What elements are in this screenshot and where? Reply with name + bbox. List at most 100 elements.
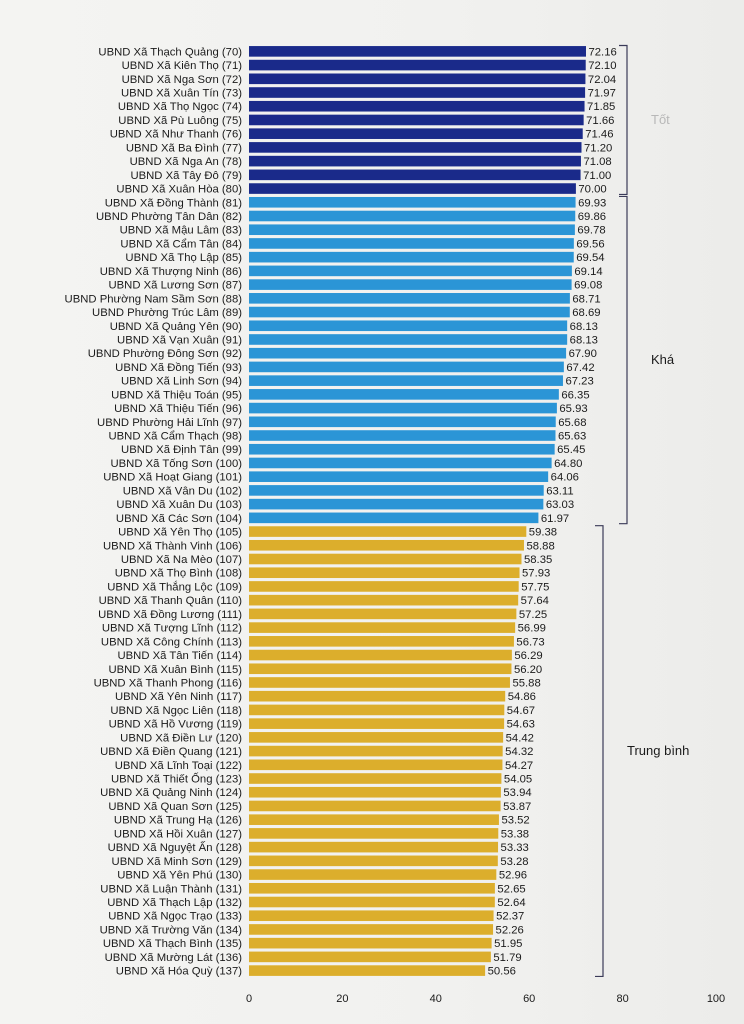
category-label: UBND Xã Hóa Quỳ (137) bbox=[116, 966, 242, 978]
value-label: 52.96 bbox=[499, 870, 527, 882]
category-label: UBND Xã Xuân Tín (73) bbox=[121, 88, 242, 100]
bar bbox=[249, 594, 519, 606]
value-label: 54.63 bbox=[507, 719, 535, 731]
bar bbox=[249, 279, 572, 290]
category-label: UBND Xã Quan Sơn (125) bbox=[108, 801, 242, 813]
category-label: UBND Xã Nga Sơn (72) bbox=[122, 74, 243, 86]
value-label: 58.88 bbox=[526, 540, 554, 552]
bar bbox=[249, 965, 486, 976]
category-label: UBND Xã Thiết Ống (123) bbox=[111, 772, 242, 786]
value-label: 52.37 bbox=[496, 911, 524, 923]
value-label: 71.46 bbox=[585, 129, 613, 141]
category-label: UBND Xã Thọ Bình (108) bbox=[115, 568, 242, 580]
category-label: UBND Xã Cẩm Tân (84) bbox=[120, 238, 242, 250]
category-label: UBND Xã Đồng Tiến (93) bbox=[115, 362, 242, 374]
category-label: UBND Xã Công Chính (113) bbox=[101, 636, 242, 648]
category-label: UBND Xã Thắng Lộc (109) bbox=[107, 580, 242, 593]
x-tick-label: 100 bbox=[707, 993, 725, 1005]
category-label: UBND Xã Tân Tiến (114) bbox=[117, 650, 242, 662]
x-tick-label: 40 bbox=[430, 993, 442, 1005]
category-label: UBND Xã Điền Quang (121) bbox=[100, 746, 242, 758]
category-label: UBND Xã Na Mèo (107) bbox=[121, 554, 242, 566]
bar bbox=[249, 471, 549, 482]
category-label: UBND Phường Đông Sơn (92) bbox=[88, 348, 242, 360]
category-label: UBND Xã Thọ Lập (85) bbox=[125, 252, 242, 264]
bar bbox=[249, 114, 584, 126]
category-label: UBND Xã Thạch Bình (135) bbox=[103, 938, 242, 950]
category-label: UBND Phường Nam Sầm Sơn (88) bbox=[65, 293, 243, 305]
category-label: UBND Xã Mường Lát (136) bbox=[105, 952, 243, 964]
category-label: UBND Xã Thanh Quân (110) bbox=[99, 595, 243, 607]
bar bbox=[249, 663, 512, 675]
group-bracket bbox=[619, 195, 628, 525]
value-label: 52.65 bbox=[497, 883, 525, 895]
bar bbox=[249, 320, 568, 332]
bar bbox=[249, 375, 563, 386]
category-label: UBND Xã Quảng Ninh (124) bbox=[100, 787, 242, 799]
bar bbox=[249, 690, 506, 702]
bar bbox=[249, 786, 501, 798]
category-label: UBND Phường Trúc Lâm (89) bbox=[92, 307, 242, 319]
category-label: UBND Phường Tân Dân (82) bbox=[96, 211, 242, 223]
bar bbox=[249, 512, 539, 524]
category-label: UBND Xã Thành Vinh (106) bbox=[103, 540, 242, 552]
value-label: 63.03 bbox=[546, 499, 574, 511]
value-label: 53.94 bbox=[503, 787, 531, 799]
value-label: 53.33 bbox=[501, 842, 529, 854]
value-label: 65.68 bbox=[558, 417, 586, 429]
category-label: UBND Xã Điền Lư (120) bbox=[120, 732, 242, 744]
value-label: 57.25 bbox=[519, 609, 547, 621]
bar bbox=[249, 924, 494, 935]
category-label: UBND Xã Pù Luông (75) bbox=[118, 115, 242, 127]
category-label: UBND Xã Mậu Lâm (83) bbox=[120, 225, 243, 237]
value-label: 67.23 bbox=[565, 376, 593, 388]
bar bbox=[249, 169, 581, 181]
value-label: 65.93 bbox=[559, 403, 587, 415]
value-label: 66.35 bbox=[561, 389, 589, 401]
value-label: 63.11 bbox=[546, 485, 573, 497]
category-label: UBND Xã Định Tân (99) bbox=[121, 444, 242, 456]
value-label: 56.73 bbox=[516, 636, 544, 648]
category-label: UBND Xã Đồng Lương (111) bbox=[98, 609, 242, 621]
value-label: 54.86 bbox=[508, 691, 536, 703]
bar bbox=[249, 704, 505, 716]
group-bracket bbox=[595, 525, 604, 978]
bar bbox=[249, 732, 504, 743]
bar bbox=[249, 526, 527, 537]
bar bbox=[249, 581, 519, 592]
bar bbox=[249, 882, 495, 894]
value-label: 70.00 bbox=[578, 184, 606, 196]
category-label: UBND Xã Tống Sơn (100) bbox=[110, 458, 242, 470]
bar bbox=[249, 814, 499, 825]
bar bbox=[249, 361, 564, 373]
value-label: 52.26 bbox=[496, 924, 524, 936]
value-label: 68.13 bbox=[570, 334, 598, 346]
value-label: 65.63 bbox=[558, 431, 586, 443]
category-label: UBND Xã Trường Văn (134) bbox=[100, 924, 243, 936]
value-label: 51.95 bbox=[494, 938, 522, 950]
bar bbox=[249, 87, 586, 98]
category-label: UBND Xã Ngọc Liên (118) bbox=[110, 705, 242, 717]
category-label: UBND Xã Yên Phú (130) bbox=[117, 870, 242, 882]
category-label: UBND Xã Thọ Ngọc (74) bbox=[118, 101, 242, 113]
category-label: UBND Xã Thiệu Tiến (96) bbox=[114, 403, 242, 415]
bar bbox=[249, 224, 575, 236]
value-label: 71.66 bbox=[586, 115, 614, 127]
bar bbox=[249, 416, 556, 428]
bar bbox=[249, 841, 499, 853]
bar bbox=[249, 196, 576, 208]
category-label: UBND Phường Hải Lĩnh (97) bbox=[97, 417, 242, 429]
bar bbox=[249, 443, 555, 455]
value-label: 57.93 bbox=[522, 568, 550, 580]
category-label: UBND Xã Hoạt Giang (101) bbox=[103, 472, 242, 484]
value-label: 56.20 bbox=[514, 664, 542, 676]
bar bbox=[249, 745, 503, 757]
value-label: 72.04 bbox=[588, 74, 616, 86]
value-label: 58.35 bbox=[524, 554, 552, 566]
bar bbox=[249, 800, 501, 812]
category-label: UBND Xã Lĩnh Toại (122) bbox=[115, 760, 242, 772]
value-label: 50.56 bbox=[488, 966, 516, 978]
category-label: UBND Xã Nguyệt Ấn (128) bbox=[108, 841, 243, 854]
category-label: UBND Xã Vạn Xuân (91) bbox=[117, 334, 242, 346]
value-label: 59.38 bbox=[529, 527, 557, 539]
